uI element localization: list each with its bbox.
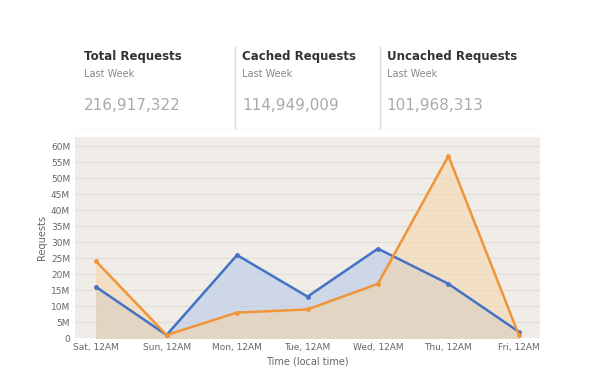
Text: Total Requests: Total Requests <box>84 50 182 63</box>
Text: 101,968,313: 101,968,313 <box>386 98 484 112</box>
Text: Last Week: Last Week <box>242 69 293 79</box>
Text: Cached Requests: Cached Requests <box>242 50 356 63</box>
Text: Last Week: Last Week <box>386 69 437 79</box>
Y-axis label: Requests: Requests <box>37 215 47 260</box>
Text: 114,949,009: 114,949,009 <box>242 98 339 112</box>
Text: 216,917,322: 216,917,322 <box>84 98 181 112</box>
Text: Last Week: Last Week <box>84 69 134 79</box>
Text: Uncached Requests: Uncached Requests <box>386 50 517 63</box>
X-axis label: Time (local time): Time (local time) <box>266 356 349 366</box>
